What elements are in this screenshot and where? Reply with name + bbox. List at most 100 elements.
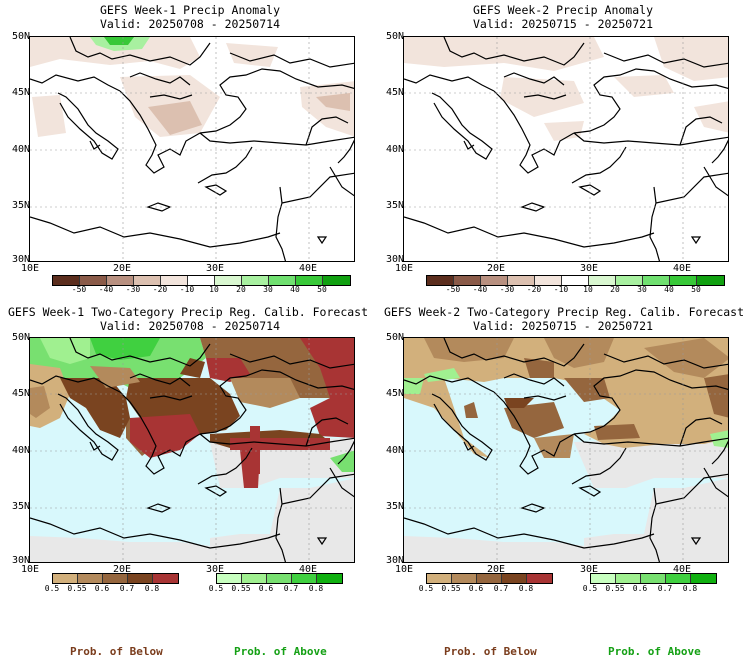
colorbar-swatch bbox=[317, 574, 342, 583]
panel-title: GEFS Week-1 Precip Anomaly bbox=[99, 3, 280, 17]
graticule bbox=[404, 338, 728, 562]
colorbar-swatch bbox=[481, 276, 508, 285]
colorbar-tick-label: 20 bbox=[236, 285, 246, 294]
colorbar-swatch bbox=[80, 276, 107, 285]
colorbar-swatch bbox=[562, 276, 589, 285]
lon-label: 20E bbox=[112, 564, 132, 575]
colorbar-tick-label: -40 bbox=[472, 285, 488, 294]
colorbar-swatch bbox=[161, 276, 188, 285]
above-legend-label: Prob. of Above bbox=[608, 645, 701, 658]
lon-label: 40E bbox=[672, 263, 692, 274]
colorbar-tick-label: 0.55 bbox=[231, 584, 251, 593]
colorbar-swatch bbox=[53, 574, 78, 583]
lat-label: 40N bbox=[11, 144, 30, 155]
graticule bbox=[30, 338, 354, 562]
anomaly-map[interactable] bbox=[29, 36, 355, 262]
anomaly-colorbar bbox=[426, 275, 725, 286]
colorbar-tick-label: 10 bbox=[209, 285, 219, 294]
colorbar-swatch bbox=[217, 574, 242, 583]
colorbar-swatch bbox=[616, 276, 643, 285]
lat-label: 40N bbox=[11, 445, 30, 456]
lat-label: 35N bbox=[11, 501, 30, 512]
colorbar-swatch bbox=[215, 276, 242, 285]
probability-map-canvas bbox=[30, 338, 354, 562]
lat-label: 45N bbox=[11, 87, 30, 98]
lat-label: 45N bbox=[385, 388, 404, 399]
lon-label: 20E bbox=[486, 263, 506, 274]
probability-shading bbox=[30, 338, 354, 488]
colorbar-swatch bbox=[616, 574, 641, 583]
colorbar-swatch bbox=[670, 276, 697, 285]
colorbar-tick-label: 20 bbox=[610, 285, 620, 294]
colorbar-swatch bbox=[296, 276, 323, 285]
panel-valid-dates: Valid: 20250715 - 20250721 bbox=[472, 17, 653, 31]
colorbar-tick-label: -20 bbox=[526, 285, 542, 294]
colorbar-tick-label: 10 bbox=[583, 285, 593, 294]
lat-label: 35N bbox=[11, 200, 30, 211]
anomaly-colorbar bbox=[52, 275, 351, 286]
colorbar-tick-label: 0.8 bbox=[682, 584, 698, 593]
colorbar-tick-label: 0.8 bbox=[144, 584, 160, 593]
colorbar-tick-label: 50 bbox=[691, 285, 701, 294]
colorbar-tick-label: 0.7 bbox=[119, 584, 135, 593]
colorbar-tick-label: 0.8 bbox=[308, 584, 324, 593]
below-legend-label: Prob. of Below bbox=[70, 645, 163, 658]
panel-title: GEFS Week-2 Precip Anomaly bbox=[472, 3, 653, 17]
colorbar-swatch bbox=[242, 276, 269, 285]
colorbar-tick-label: 0.55 bbox=[67, 584, 87, 593]
colorbar-tick-label: 30 bbox=[263, 285, 273, 294]
colorbar-tick-label: 0.6 bbox=[468, 584, 484, 593]
lon-label: 40E bbox=[672, 564, 692, 575]
colorbar-swatch bbox=[535, 276, 562, 285]
colorbar-swatch bbox=[527, 574, 552, 583]
colorbar-swatch bbox=[292, 574, 317, 583]
lon-label: 10E bbox=[394, 263, 414, 274]
colorbar-swatch bbox=[107, 276, 134, 285]
colorbar-swatch bbox=[53, 276, 80, 285]
colorbar-tick-label: 0.55 bbox=[441, 584, 461, 593]
lon-label: 30E bbox=[579, 564, 599, 575]
coastlines-borders bbox=[30, 37, 354, 261]
colorbar-swatch bbox=[188, 276, 215, 285]
colorbar-swatch bbox=[589, 276, 616, 285]
lat-label: 40N bbox=[385, 144, 404, 155]
colorbar-tick-label: 0.7 bbox=[493, 584, 509, 593]
anomaly-map-canvas bbox=[404, 37, 728, 261]
probability-map[interactable] bbox=[29, 337, 355, 563]
graticule bbox=[404, 37, 728, 261]
lat-label: 45N bbox=[11, 388, 30, 399]
above-colorbar-ticks: 0.5 0.55 0.6 0.7 0.8 bbox=[204, 584, 354, 596]
panel-valid-dates: Valid: 20250708 - 20250714 bbox=[99, 17, 280, 31]
lon-label: 40E bbox=[298, 263, 318, 274]
colorbar-tick-label: -10 bbox=[179, 285, 195, 294]
coastlines-borders bbox=[404, 37, 728, 261]
colorbar-tick-label: 0.5 bbox=[582, 584, 598, 593]
lon-label: 30E bbox=[205, 263, 225, 274]
lat-label: 50N bbox=[11, 332, 30, 343]
colorbar-swatch bbox=[666, 574, 691, 583]
lat-label: 30N bbox=[385, 555, 404, 566]
panel-title: GEFS Week-2 Two-Category Precip Reg. Cal… bbox=[383, 305, 745, 319]
lon-label: 10E bbox=[20, 263, 40, 274]
colorbar-swatch bbox=[691, 574, 716, 583]
above-colorbar bbox=[590, 573, 717, 584]
lon-label: 30E bbox=[205, 564, 225, 575]
anomaly-colorbar-ticks: -50 -40 -30 -20 -10 10 20 30 40 50 bbox=[426, 285, 726, 297]
colorbar-swatch bbox=[508, 276, 535, 285]
no-forecast-shading bbox=[404, 438, 728, 562]
below-colorbar bbox=[426, 573, 553, 584]
below-colorbar-ticks: 0.5 0.55 0.6 0.7 0.8 bbox=[414, 584, 564, 596]
colorbar-swatch bbox=[452, 574, 477, 583]
probability-map[interactable] bbox=[403, 337, 729, 563]
anomaly-map[interactable] bbox=[403, 36, 729, 262]
above-colorbar-ticks: 0.5 0.55 0.6 0.7 0.8 bbox=[578, 584, 728, 596]
colorbar-swatch bbox=[643, 276, 670, 285]
colorbar-tick-label: 0.6 bbox=[632, 584, 648, 593]
colorbar-tick-label: -10 bbox=[553, 285, 569, 294]
lon-label: 20E bbox=[486, 564, 506, 575]
colorbar-swatch bbox=[153, 574, 178, 583]
colorbar-tick-label: -30 bbox=[125, 285, 141, 294]
anomaly-shading bbox=[404, 37, 728, 141]
colorbar-tick-label: 0.5 bbox=[44, 584, 60, 593]
coastlines-borders bbox=[30, 338, 354, 562]
